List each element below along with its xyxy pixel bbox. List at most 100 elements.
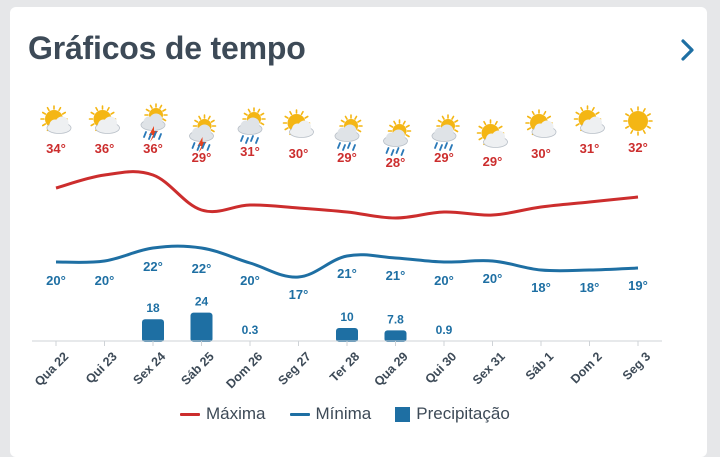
min-temp-label: 20° <box>483 271 503 286</box>
sun-ray <box>354 115 358 120</box>
day-label: Qua 22 <box>32 349 71 388</box>
legend-item-max: Máxima <box>180 404 266 424</box>
max-temp-label: 31° <box>240 144 260 159</box>
sun-ray <box>300 110 304 116</box>
min-temp-label: 20° <box>95 273 115 288</box>
rain-drop <box>250 135 254 142</box>
legend-precip-swatch <box>395 406 411 422</box>
lightning-bolt <box>149 126 158 142</box>
min-temp-label: 17° <box>289 287 309 302</box>
sun-ray <box>95 106 99 112</box>
min-temp-label: 21° <box>386 268 406 283</box>
sun-ray <box>210 119 215 123</box>
cloud-puff <box>392 129 405 143</box>
weather-charts-card: Gráficos de tempo <box>10 7 707 457</box>
day-label: Qui 23 <box>83 349 120 386</box>
sun-ray <box>478 137 483 141</box>
max-temp-label: 31° <box>580 141 600 156</box>
card-title: Gráficos de tempo <box>28 30 306 66</box>
cloud-puff <box>55 116 69 130</box>
rain-drop <box>395 147 400 154</box>
sun-ray <box>207 115 211 120</box>
legend-max-label: Máxima <box>206 404 266 423</box>
day-label: Sáb 1 <box>523 349 557 383</box>
sun-ray <box>162 108 167 112</box>
max-temp-line <box>55 170 639 220</box>
cloud-puff <box>149 113 163 127</box>
max-temp-label: 29° <box>192 150 212 165</box>
sun-ray <box>344 115 348 120</box>
sun-ray <box>526 127 532 131</box>
rain-drop <box>143 131 147 138</box>
rain-drop <box>439 144 443 151</box>
thunderstorm-icon <box>189 114 217 153</box>
sun-ray <box>405 124 410 128</box>
day-label: Dom 26 <box>224 349 266 391</box>
max-temp-label: 36° <box>143 141 163 156</box>
max-temp-label: 28° <box>386 155 406 170</box>
min-temp-label: 19° <box>628 278 648 293</box>
sun-ray <box>646 113 651 117</box>
chevron-right-icon[interactable] <box>676 37 700 63</box>
precip-label: 7.8 <box>387 312 404 326</box>
day-label: Ter 28 <box>327 349 362 384</box>
rain-drop <box>245 137 249 144</box>
weather-chart: 34° 36° 36° 29° 31° 30° 29° 28° 29° 29° 30° 31° 32° 2… <box>32 103 662 391</box>
max-temp-label: 36° <box>95 141 115 156</box>
sun-ray <box>441 115 445 120</box>
sun-ray <box>210 129 215 133</box>
cloud-puff <box>198 124 211 138</box>
min-temp-label: 22° <box>143 259 163 274</box>
day-label: Sex 31 <box>470 349 508 387</box>
sun-rain-icon <box>431 114 460 151</box>
sun-ray <box>198 115 202 120</box>
partly-cloudy-icon <box>573 105 605 134</box>
sun-ray <box>483 120 487 126</box>
cloud-puff <box>246 117 260 131</box>
sun-ray <box>625 113 630 117</box>
min-temp-label: 22° <box>192 261 212 276</box>
sun-ray <box>243 112 248 116</box>
partly-cloudy-icon <box>282 109 314 138</box>
sun-ray <box>642 108 646 113</box>
rain-drop <box>255 137 259 144</box>
rain-drop <box>158 133 162 140</box>
rain-drop <box>347 142 351 149</box>
sun-ray <box>575 123 580 127</box>
max-temp-label: 29° <box>337 150 357 165</box>
precip-label: 0.9 <box>436 323 453 337</box>
legend-precip-label: Precipitação <box>416 404 510 423</box>
sun-ray <box>284 127 289 131</box>
sun-ray <box>531 110 535 116</box>
sun-ray <box>526 115 532 119</box>
day-label: Qui 30 <box>422 349 459 386</box>
sun-ray <box>194 119 199 123</box>
lightning-bolt <box>197 137 207 153</box>
precip-label: 0.3 <box>242 323 259 337</box>
sun-ray <box>591 106 595 112</box>
sun-ray <box>389 124 394 128</box>
sun-rain-icon <box>237 107 266 144</box>
cloud-puff <box>104 116 117 130</box>
sun-ray <box>494 120 498 126</box>
rain-drop <box>206 144 211 151</box>
sun-ray <box>625 125 630 129</box>
day-label: Sex 24 <box>130 349 168 387</box>
cloud-puff <box>492 130 505 144</box>
sun-ray <box>646 125 651 129</box>
sun-ray <box>106 106 110 112</box>
day-label: Dom 2 <box>568 349 605 386</box>
sun-ray <box>149 104 153 109</box>
sun-ray <box>162 118 167 122</box>
day-label: Qua 29 <box>371 349 410 388</box>
legend-max-swatch <box>180 412 200 416</box>
chart-legend: Máxima Mínima Precipitação <box>180 403 510 425</box>
partly-cloudy-icon <box>525 109 557 138</box>
rain-drop <box>449 144 453 151</box>
sun-rain-icon <box>383 119 412 156</box>
partly-cloudy-icon <box>40 105 72 134</box>
sun-ray <box>630 129 634 134</box>
precip-label: 24 <box>195 295 209 309</box>
sun-ray <box>145 108 150 112</box>
sun-ray <box>405 134 410 138</box>
